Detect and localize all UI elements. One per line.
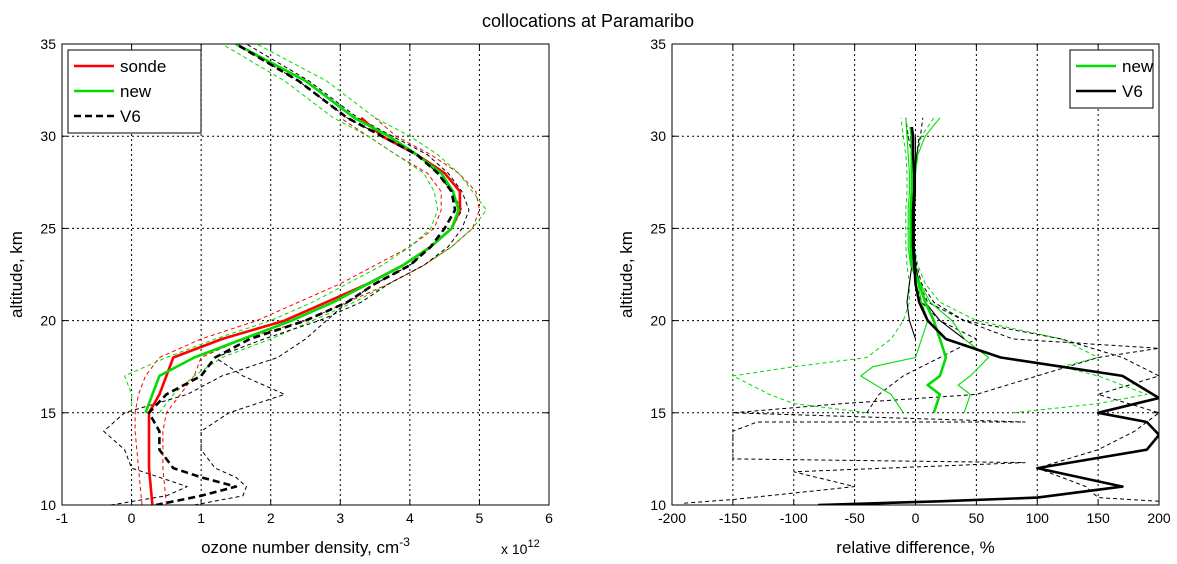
chart-relative-difference: -200 -150 -100 -50 0 50 100 150 200 10 15 20 25 30 35 r… [617, 36, 1171, 557]
x-tick-label: 0 [912, 510, 920, 526]
series-band-new [159, 44, 487, 414]
x-tick-label: 100 [1026, 510, 1050, 526]
series-group [103, 44, 487, 505]
x-tick-label: 150 [1086, 510, 1110, 526]
plot-frame [61, 43, 550, 506]
series-line-v6 [147, 44, 457, 505]
x-tick-label: 6 [545, 510, 553, 526]
y-tick-label: 15 [650, 405, 666, 421]
y-tick-label: 25 [40, 220, 56, 236]
legend-label-new: new [120, 82, 152, 101]
series-band-new [124, 44, 439, 413]
x-tick-label: 0 [128, 510, 136, 526]
y-tick-label: 35 [650, 36, 666, 52]
y-tick-label: 25 [650, 220, 666, 236]
y-tick-label: 30 [40, 128, 56, 144]
x-axis-label-exponent: -3 [399, 535, 410, 549]
legend-label-new: new [1122, 57, 1154, 76]
y-tick-label: 10 [650, 497, 666, 513]
x-tick-label: -150 [719, 510, 747, 526]
y-axis-label: altitude, km [7, 231, 26, 318]
legend-label-v6: V6 [1122, 82, 1143, 101]
x-axis-label: relative difference, % [836, 538, 994, 557]
legend-box [1069, 49, 1154, 109]
series-line-v6 [818, 126, 1159, 505]
y-tick-label: 35 [40, 36, 56, 52]
y-tick-label: 20 [650, 313, 666, 329]
x-tick-label: 4 [406, 510, 414, 526]
figure-title: collocations at Paramaribo [482, 11, 694, 31]
y-tick-label: 15 [40, 405, 56, 421]
x-tick-label: 200 [1147, 510, 1171, 526]
x-axis-multiplier-exponent: 12 [527, 538, 539, 550]
series-band-sonde [162, 117, 480, 505]
series-band-v6 [194, 44, 470, 505]
x-tick-label: 3 [336, 510, 344, 526]
x-tick-label: -1 [56, 510, 69, 526]
x-tick-label: 1 [197, 510, 205, 526]
plot-frame [671, 43, 1160, 506]
y-tick-label: 20 [40, 313, 56, 329]
x-tick-label: -100 [780, 510, 808, 526]
x-tick-label: -200 [658, 510, 686, 526]
series-band-v6 [913, 136, 1159, 502]
legend-label-sonde: sonde [120, 57, 166, 76]
x-tick-label: -50 [845, 510, 865, 526]
y-tick-label: 30 [650, 128, 666, 144]
legend: new V6 [1069, 49, 1154, 109]
legend: sonde new V6 [67, 49, 202, 134]
series-group [684, 117, 1159, 505]
x-axis-label: ozone number density, cm-3 [201, 535, 410, 557]
y-tick-label: 10 [40, 497, 56, 513]
x-tick-label: 5 [476, 510, 484, 526]
x-tick-label: 50 [969, 510, 985, 526]
y-axis-label: altitude, km [617, 231, 636, 318]
x-tick-label: 2 [267, 510, 275, 526]
x-axis-multiplier: x 1012 [501, 538, 540, 557]
legend-label-v6: V6 [120, 107, 141, 126]
